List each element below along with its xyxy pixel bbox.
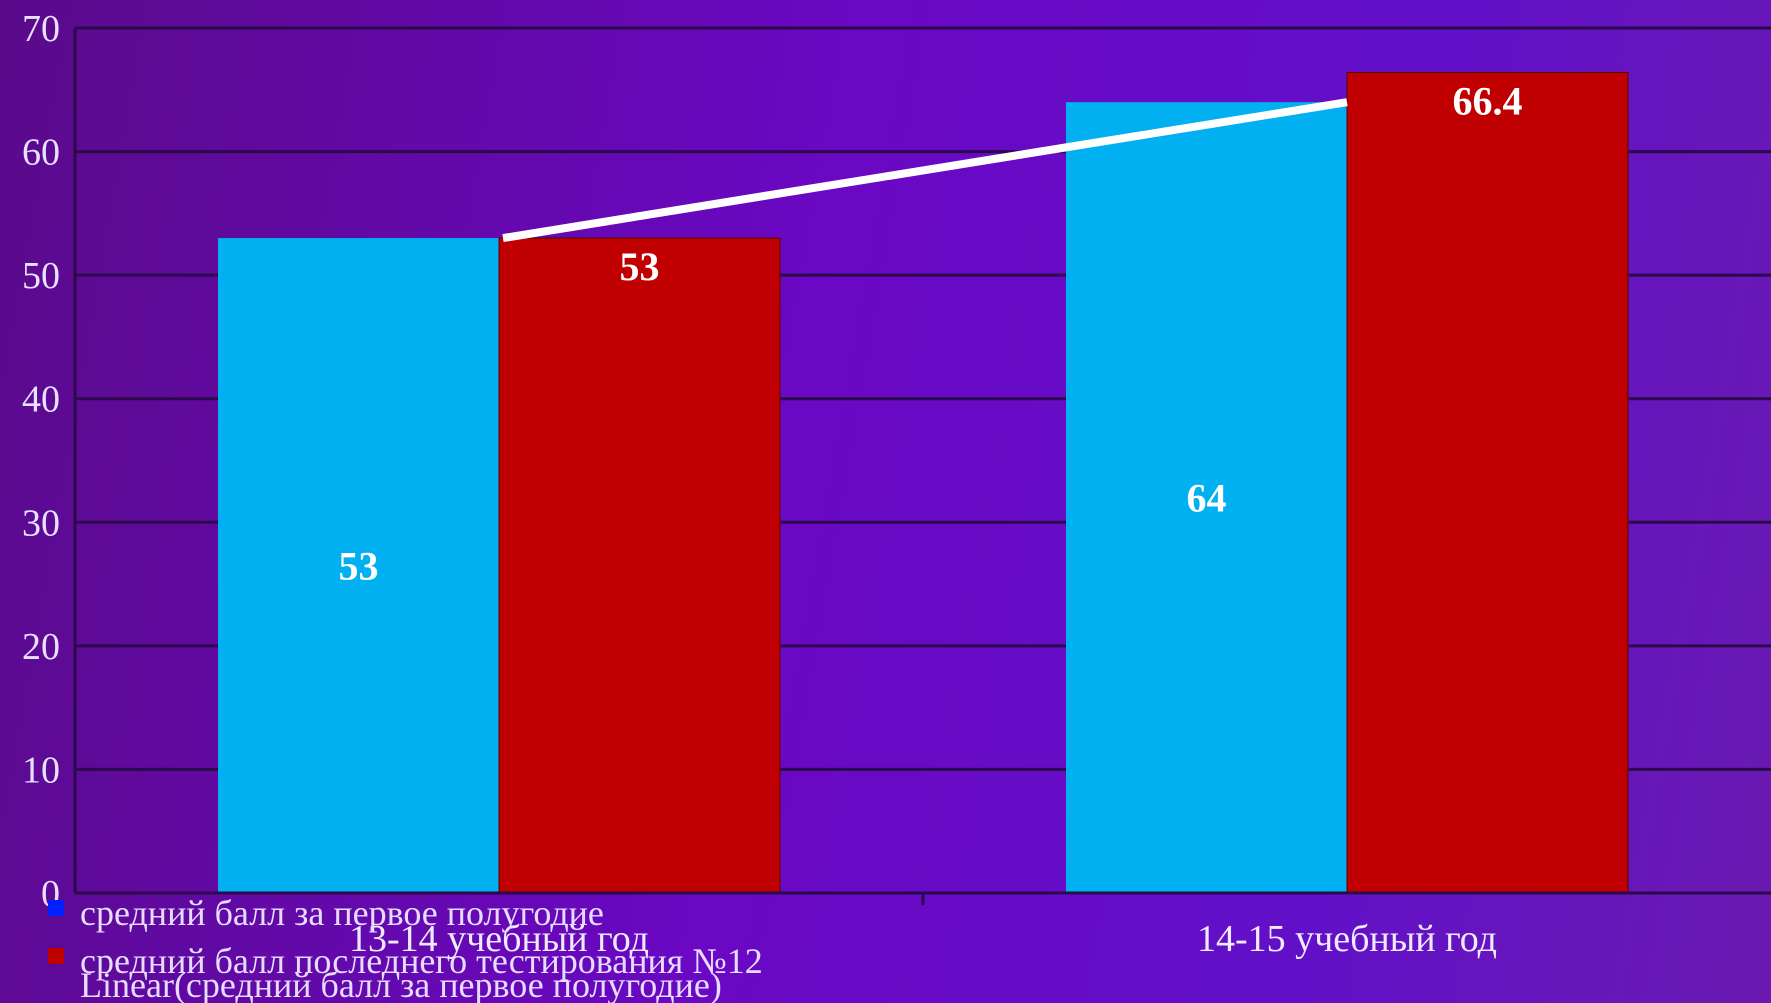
- legend-item-series-1-label: средний балл за первое полугодие: [80, 893, 604, 933]
- data-label-2-1: 53: [620, 244, 660, 289]
- bar-2-1: [498, 237, 781, 894]
- bar-2-2: [1346, 71, 1629, 894]
- data-label-1-2: 64: [1187, 476, 1227, 521]
- bar-1-1: [218, 238, 499, 894]
- data-labels: 53 53 64 66.4: [339, 78, 1523, 588]
- trendline: [502, 98, 1348, 243]
- y-tick-label-20: 20: [22, 626, 60, 668]
- legend-item-series-1-swatch: [48, 900, 64, 916]
- x-tick-label-1: 13-14 учебный год: [349, 918, 649, 960]
- y-tick-label-60: 60: [22, 132, 60, 174]
- legend-item-series-2-label: средний балл последнего тестирования №12: [80, 941, 763, 981]
- x-axis: 13-14 учебный год 14-15 учебный год: [75, 891, 1771, 960]
- legend-item-series-2-swatch: [48, 948, 64, 964]
- data-label-2-2: 66.4: [1453, 78, 1523, 123]
- y-tick-label-40: 40: [22, 379, 60, 421]
- y-tick-label-10: 10: [22, 749, 60, 791]
- x-tick-label-2: 14-15 учебный год: [1197, 918, 1497, 960]
- legend: средний балл за первое полугодие средний …: [48, 893, 763, 1003]
- legend-item-trendline-label: Linear(средний балл за первое полугодие): [80, 965, 722, 1003]
- trendline-line: [502, 98, 1348, 243]
- y-tick-label-50: 50: [22, 255, 60, 297]
- y-tick-label-30: 30: [22, 502, 60, 544]
- bars: [218, 71, 1629, 894]
- data-label-1-1: 53: [339, 544, 379, 589]
- bar-1-2: [1066, 102, 1347, 893]
- y-tick-label-70: 70: [22, 8, 60, 50]
